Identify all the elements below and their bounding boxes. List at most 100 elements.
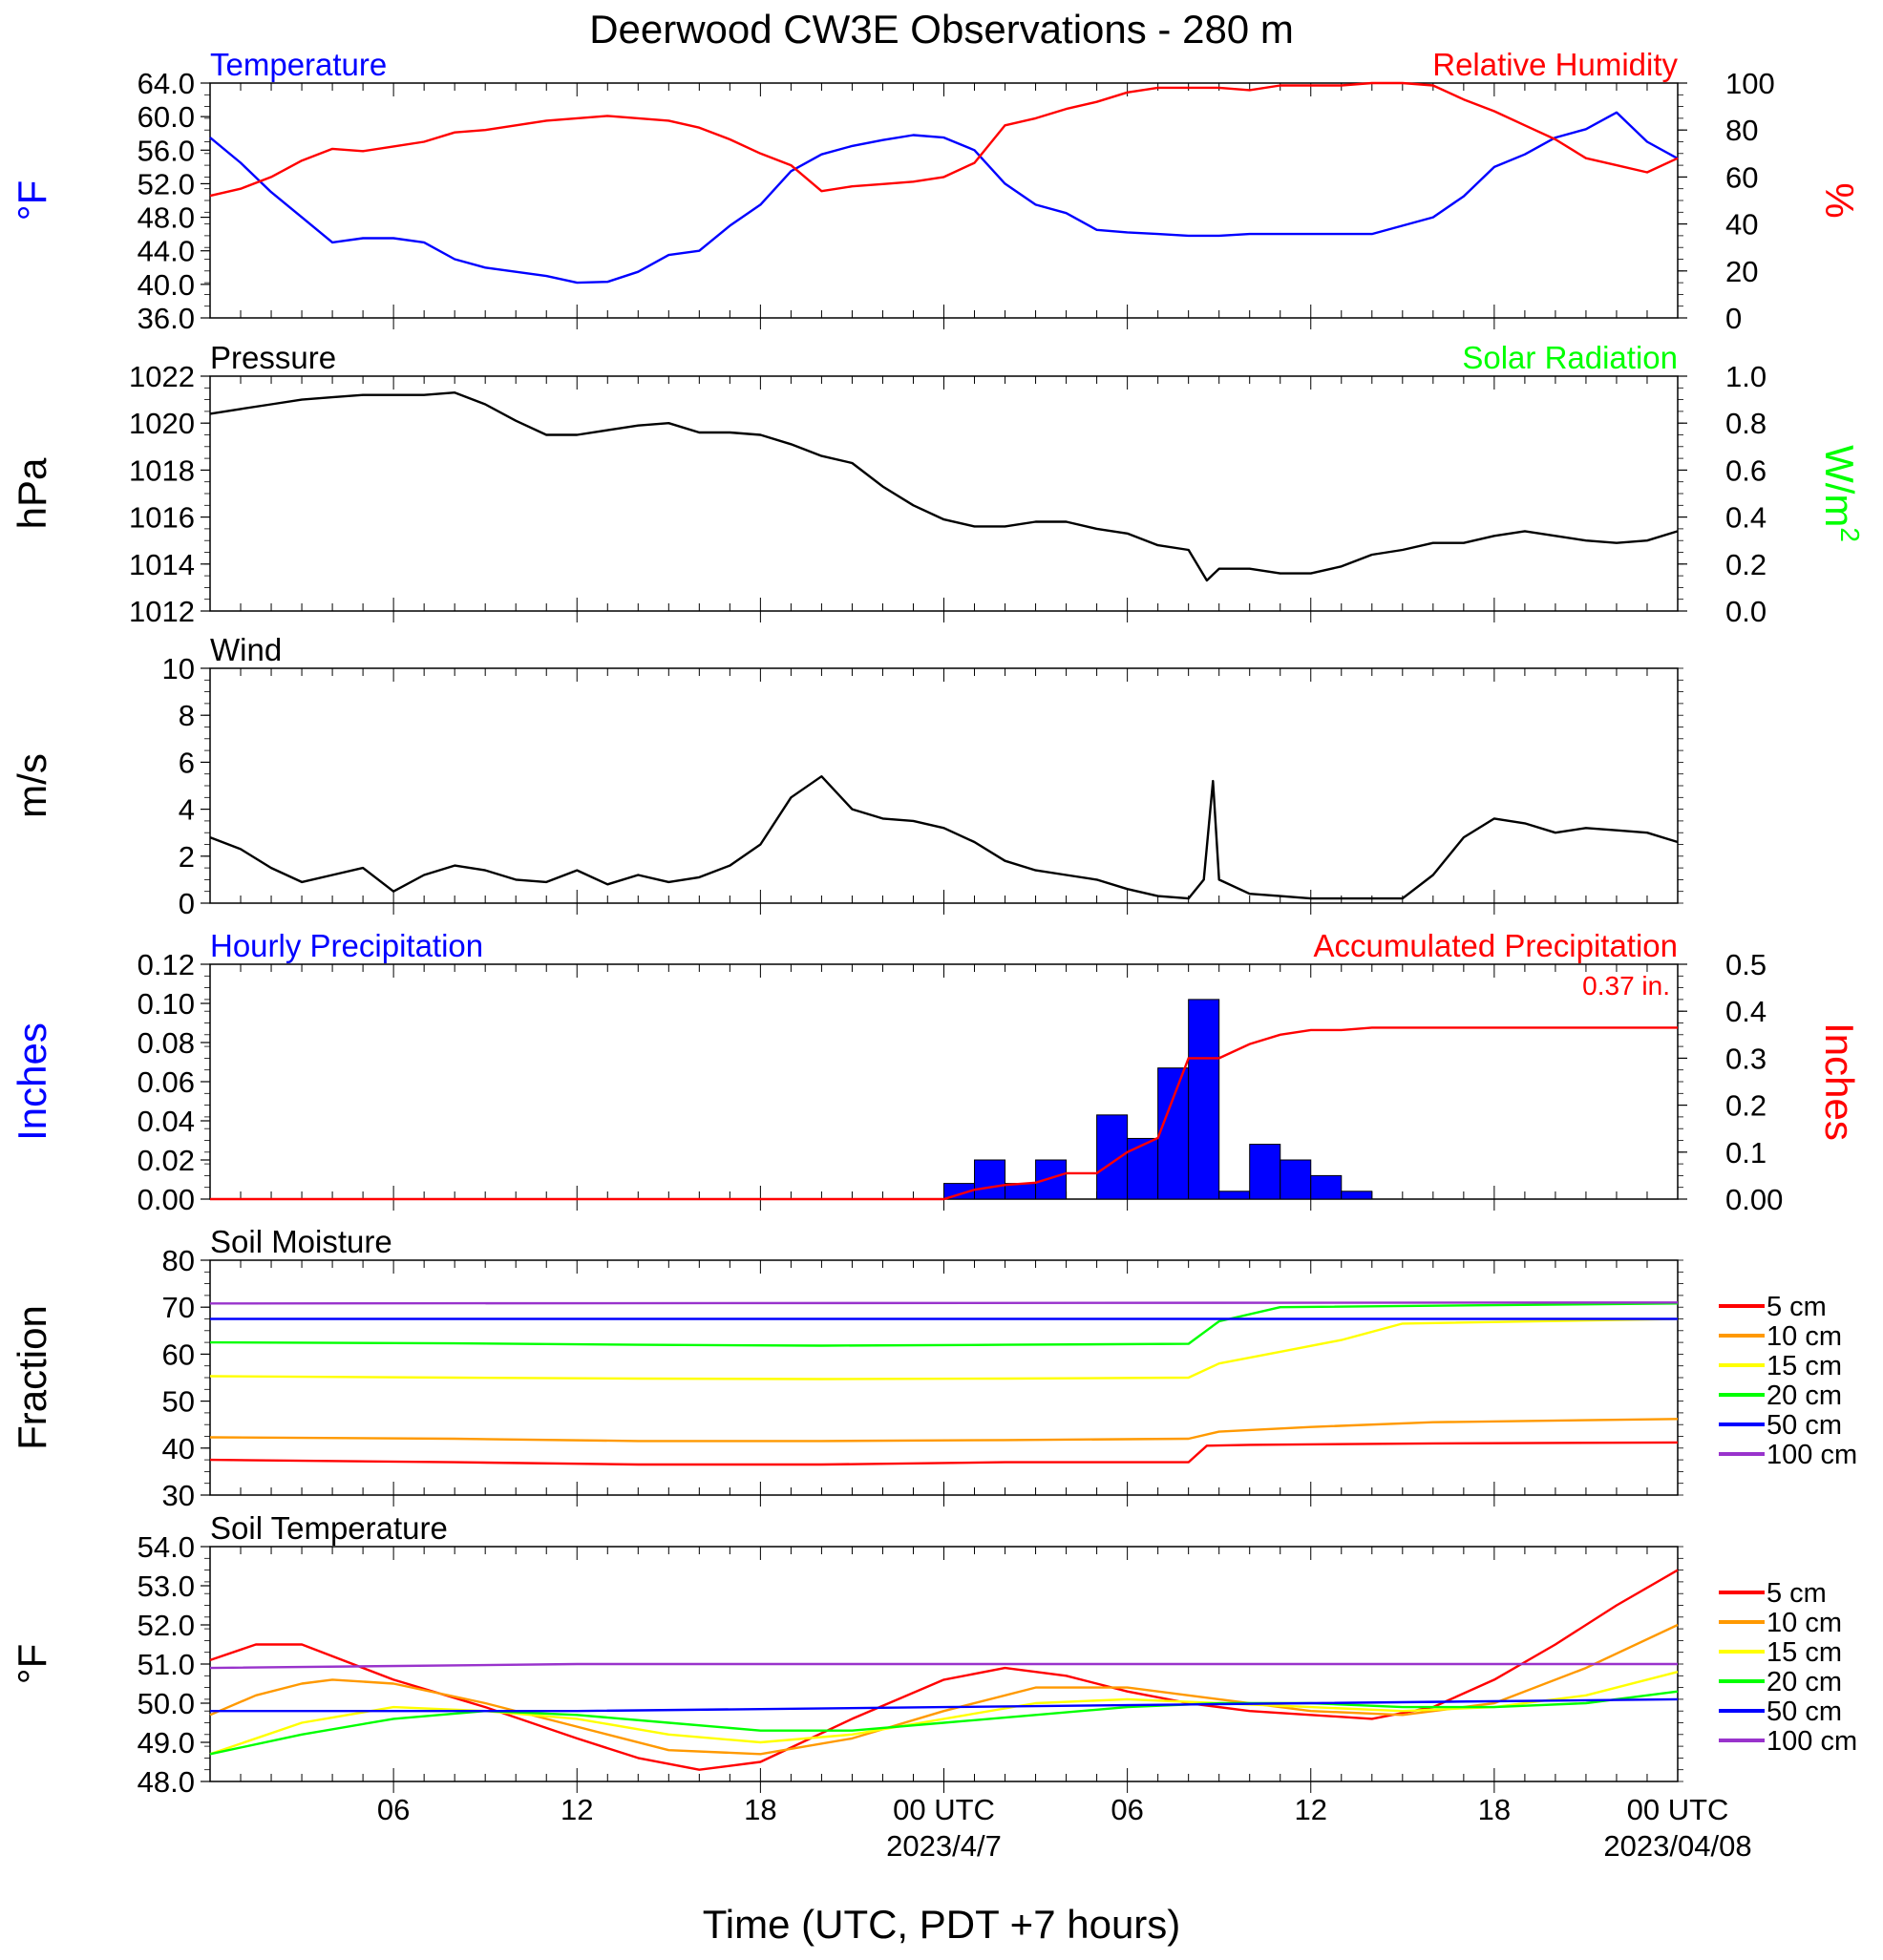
y-tick-label: 0.02 bbox=[138, 1144, 195, 1177]
series-100-cm bbox=[209, 1301, 1679, 1305]
legend-label: 10 cm bbox=[1767, 1321, 1842, 1352]
panel-wind: 0 2 4 6 8 10 Wind m/s bbox=[10, 632, 1683, 920]
y-axis-label: Inches bbox=[10, 1022, 54, 1141]
legend-label: 15 cm bbox=[1767, 1351, 1842, 1381]
plot-frame bbox=[209, 963, 1679, 1200]
y-tick-label: 52.0 bbox=[138, 1609, 195, 1642]
y-axis-right-label: % bbox=[1817, 182, 1862, 218]
y-tick-label: 51.0 bbox=[138, 1648, 195, 1681]
precip-bar bbox=[974, 1159, 1006, 1200]
y-tick-label: 64.0 bbox=[138, 67, 195, 100]
y-tick-label: 2 bbox=[179, 840, 195, 874]
y-right-tick-label: 0.3 bbox=[1725, 1042, 1767, 1075]
y-tick-label: 52.0 bbox=[138, 167, 195, 200]
panel-title-left: Pressure bbox=[210, 340, 336, 375]
x-tick-sublabel: 2023/4/7 bbox=[886, 1829, 1002, 1863]
y-tick-label: 0.00 bbox=[138, 1183, 195, 1216]
x-tick-sublabel: 2023/04/08 bbox=[1603, 1829, 1751, 1863]
y-tick-label: 1014 bbox=[129, 548, 195, 581]
y-tick-label: 40 bbox=[162, 1432, 195, 1465]
y-right-tick-label: 100 bbox=[1725, 67, 1775, 100]
panel-precip: 0.00 0.02 0.04 0.06 0.08 0.10 0.12 0.00 0.1 0.2 0.… bbox=[10, 928, 1862, 1216]
y-tick-label: 30 bbox=[162, 1479, 195, 1512]
precip-bar bbox=[1188, 999, 1220, 1200]
panel-pressure: 1012 1014 1016 1018 1020 1022 0.0 0.2 0.4 0.6 0.8 1… bbox=[10, 340, 1865, 628]
accumulated-precip-line bbox=[210, 1026, 1678, 1201]
legend-label: 20 cm bbox=[1767, 1667, 1842, 1697]
y-right-tick-label: 60 bbox=[1725, 160, 1758, 194]
y-tick-label: 49.0 bbox=[138, 1726, 195, 1760]
y-right-tick-label: 0.1 bbox=[1725, 1136, 1767, 1170]
series-10-cm bbox=[209, 1623, 1679, 1756]
y-tick-label: 10 bbox=[162, 652, 195, 685]
panel-title-left: Temperature bbox=[210, 47, 387, 82]
panel-temp_rh: 36.040.044.048.052.056.060.064.0 0 20 40 60 8… bbox=[10, 47, 1862, 335]
precip-bar bbox=[1341, 1191, 1373, 1200]
y-tick-label: 60.0 bbox=[138, 100, 195, 134]
y-tick-label: 70 bbox=[162, 1291, 195, 1324]
y-right-tick-label: 0.8 bbox=[1725, 407, 1767, 440]
legend-label: 100 cm bbox=[1767, 1726, 1857, 1757]
series-15-cm bbox=[209, 1317, 1679, 1380]
precip-bar bbox=[1005, 1183, 1037, 1200]
precip-bar bbox=[1127, 1137, 1159, 1200]
y-right-tick-label: 1.0 bbox=[1725, 360, 1767, 393]
precip-bar bbox=[1218, 1191, 1251, 1200]
y-tick-label: 0.06 bbox=[138, 1065, 195, 1099]
y-tick-label: 1020 bbox=[129, 407, 195, 440]
y-right-tick-label: 0.2 bbox=[1725, 1089, 1767, 1123]
y-axis-label: m/s bbox=[10, 753, 54, 818]
y-right-tick-label: 0.00 bbox=[1725, 1183, 1783, 1216]
legend-label: 5 cm bbox=[1767, 1292, 1827, 1322]
x-tick-label: 18 bbox=[1478, 1793, 1511, 1826]
y-axis-label: hPa bbox=[10, 457, 54, 529]
series-15-cm bbox=[209, 1671, 1679, 1756]
panel-title-left: Hourly Precipitation bbox=[210, 928, 483, 963]
y-tick-label: 0.12 bbox=[138, 948, 195, 981]
series-relative-humidity bbox=[209, 81, 1679, 198]
precip-bar bbox=[1310, 1174, 1343, 1200]
y-tick-label: 48.0 bbox=[138, 201, 195, 235]
y-right-tick-label: 20 bbox=[1725, 255, 1758, 288]
x-tick-label: 18 bbox=[744, 1793, 776, 1826]
y-tick-label: 0 bbox=[179, 887, 195, 920]
y-tick-label: 0.10 bbox=[138, 987, 195, 1021]
y-tick-label: 0.08 bbox=[138, 1026, 195, 1060]
panel-soil_moisture: 30 40 50 60 70 80 Soil Moisture Fraction 5 cm10 … bbox=[10, 1224, 1857, 1512]
plot-frame bbox=[209, 375, 1679, 612]
series-100-cm bbox=[209, 1662, 1678, 1670]
y-axis-label: °F bbox=[10, 180, 54, 221]
legend-label: 100 cm bbox=[1767, 1440, 1857, 1470]
y-right-tick-label: 0.4 bbox=[1725, 995, 1767, 1028]
legend-label: 50 cm bbox=[1767, 1410, 1842, 1441]
series-50-cm bbox=[210, 1697, 1679, 1713]
y-tick-label: 44.0 bbox=[138, 235, 195, 268]
y-tick-label: 1012 bbox=[129, 595, 195, 628]
y-right-tick-label: 0 bbox=[1725, 302, 1742, 335]
precip-bar bbox=[1096, 1114, 1129, 1200]
y-axis-right-label-sup: 2 bbox=[1835, 527, 1865, 542]
y-right-tick-label: 0.4 bbox=[1725, 501, 1767, 535]
y-tick-label: 50.0 bbox=[138, 1687, 195, 1720]
precip-bar bbox=[1280, 1159, 1312, 1200]
y-right-tick-label: 40 bbox=[1725, 208, 1758, 242]
series-wind-speed bbox=[209, 775, 1679, 900]
y-right-tick-label: 0.5 bbox=[1725, 948, 1767, 981]
y-tick-label: 4 bbox=[179, 793, 195, 827]
panel-title-left: Wind bbox=[210, 632, 282, 667]
series-5-cm bbox=[209, 1441, 1679, 1466]
y-tick-label: 1022 bbox=[129, 360, 195, 393]
series-20-cm bbox=[209, 1302, 1679, 1347]
panels: 36.040.044.048.052.056.060.064.002040608… bbox=[10, 47, 1865, 1863]
y-axis-right-label: Inches bbox=[1817, 1022, 1862, 1141]
y-right-tick-label: 0.6 bbox=[1725, 453, 1767, 487]
legend-label: 10 cm bbox=[1767, 1608, 1842, 1638]
y-tick-label: 6 bbox=[179, 746, 195, 779]
x-tick-label: 00 UTC bbox=[893, 1793, 995, 1826]
x-tick-label: 00 UTC bbox=[1627, 1793, 1729, 1826]
panel-title-left: Soil Temperature bbox=[210, 1510, 448, 1546]
panel-soil_temp: 48.0 49.0 50.0 51.0 52.0 53.0 54.0 Soil Tempera… bbox=[10, 1510, 1857, 1799]
x-tick-label: 12 bbox=[1295, 1793, 1327, 1826]
x-tick-label: 06 bbox=[1111, 1793, 1143, 1826]
y-tick-label: 48.0 bbox=[138, 1765, 195, 1799]
